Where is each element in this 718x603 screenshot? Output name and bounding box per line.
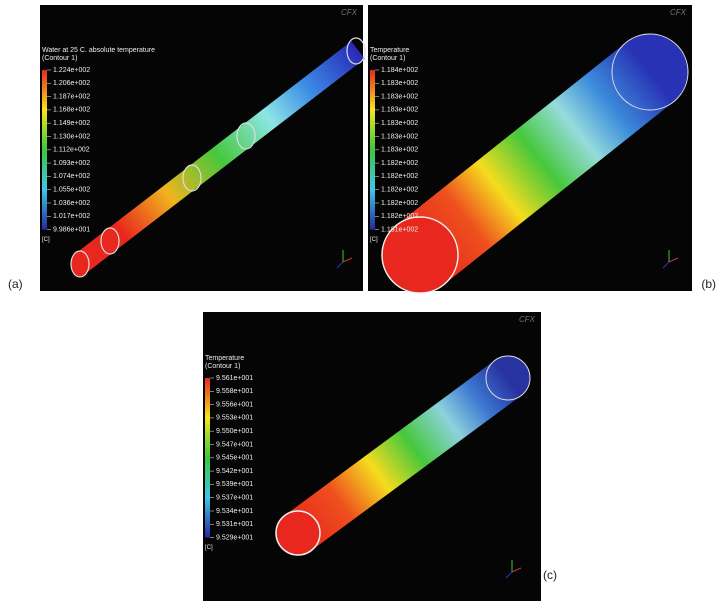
color-bar <box>370 70 375 230</box>
legend-title: Temperature <box>370 47 409 54</box>
legend-title: Water at 25 C. absolute temperature <box>42 47 155 54</box>
figure: (a) CFX Water at 25 C. absolute temperatur… <box>0 0 718 603</box>
legend-tick-label: 1.168e+002 <box>53 107 90 114</box>
legend-tick-label: 1.224e+002 <box>53 67 90 74</box>
color-bar <box>205 378 210 538</box>
legend-unit: [C] <box>42 237 50 243</box>
legend-tick-label: 9.539e+001 <box>216 481 253 488</box>
legend-tick-label: 1.149e+002 <box>53 120 90 127</box>
legend-tick-label: 9.537e+001 <box>216 495 253 502</box>
legend-title: (Contour 1) <box>205 363 240 370</box>
legend-tick-label: 1.112e+002 <box>53 147 90 154</box>
legend-tick-label: 1.187e+002 <box>53 93 90 100</box>
legend-tick-label: 1.093e+002 <box>53 160 90 167</box>
legend-tick-label: 1.182e+002 <box>381 173 418 180</box>
legend-tick-label: 1.130e+002 <box>53 133 90 140</box>
legend-tick-label: 9.545e+001 <box>216 455 253 462</box>
legend-unit: [C] <box>370 237 378 243</box>
legend-tick-label: 9.550e+001 <box>216 428 253 435</box>
legend-tick-label: 1.183e+002 <box>381 120 418 127</box>
watermark: CFX <box>341 8 358 17</box>
legend-tick-label: 1.182e+002 <box>381 213 418 220</box>
legend-tick-label: 9.534e+001 <box>216 508 253 515</box>
legend-tick-label: 9.531e+001 <box>216 521 253 528</box>
legend-tick-label: 9.529e+001 <box>216 534 253 541</box>
legend-tick-label: 9.547e+001 <box>216 441 253 448</box>
legend-tick-label: 1.074e+002 <box>53 173 90 180</box>
color-bar <box>42 70 47 230</box>
legend-tick-label: 9.561e+001 <box>216 375 253 382</box>
legend-title: Temperature <box>205 355 244 362</box>
panel-label: (c) <box>543 568 557 582</box>
legend-tick-label: 9.553e+001 <box>216 415 253 422</box>
legend-tick-label: 1.036e+002 <box>53 200 90 207</box>
panel-label: (a) <box>8 277 23 291</box>
watermark: CFX <box>519 315 536 324</box>
legend-tick-label: 1.055e+002 <box>53 187 90 194</box>
legend-tick-label: 1.181e+002 <box>381 226 418 233</box>
legend-tick-label: 1.183e+002 <box>381 147 418 154</box>
legend-tick-label: 1.183e+002 <box>381 107 418 114</box>
legend-tick-label: 1.183e+002 <box>381 133 418 140</box>
legend-tick-label: 1.184e+002 <box>381 67 418 74</box>
legend-tick-label: 1.182e+002 <box>381 200 418 207</box>
legend-tick-label: 1.206e+002 <box>53 80 90 87</box>
panel-label: (b) <box>701 277 716 291</box>
legend-tick-label: 1.182e+002 <box>381 160 418 167</box>
legend-tick-label: 1.182e+002 <box>381 187 418 194</box>
legend-tick-label: 1.183e+002 <box>381 93 418 100</box>
legend-title: (Contour 1) <box>370 55 405 62</box>
legend-tick-label: 1.183e+002 <box>381 80 418 87</box>
legend-title: (Contour 1) <box>42 55 77 62</box>
legend-tick-label: 9.558e+001 <box>216 388 253 395</box>
legend-tick-label: 9.986e+001 <box>53 226 90 233</box>
legend-unit: [C] <box>205 545 213 551</box>
legend-tick-label: 9.542e+001 <box>216 468 253 475</box>
watermark: CFX <box>670 8 687 17</box>
legend-tick-label: 1.017e+002 <box>53 213 90 220</box>
legend-tick-label: 9.556e+001 <box>216 401 253 408</box>
pipe-end <box>276 511 320 555</box>
